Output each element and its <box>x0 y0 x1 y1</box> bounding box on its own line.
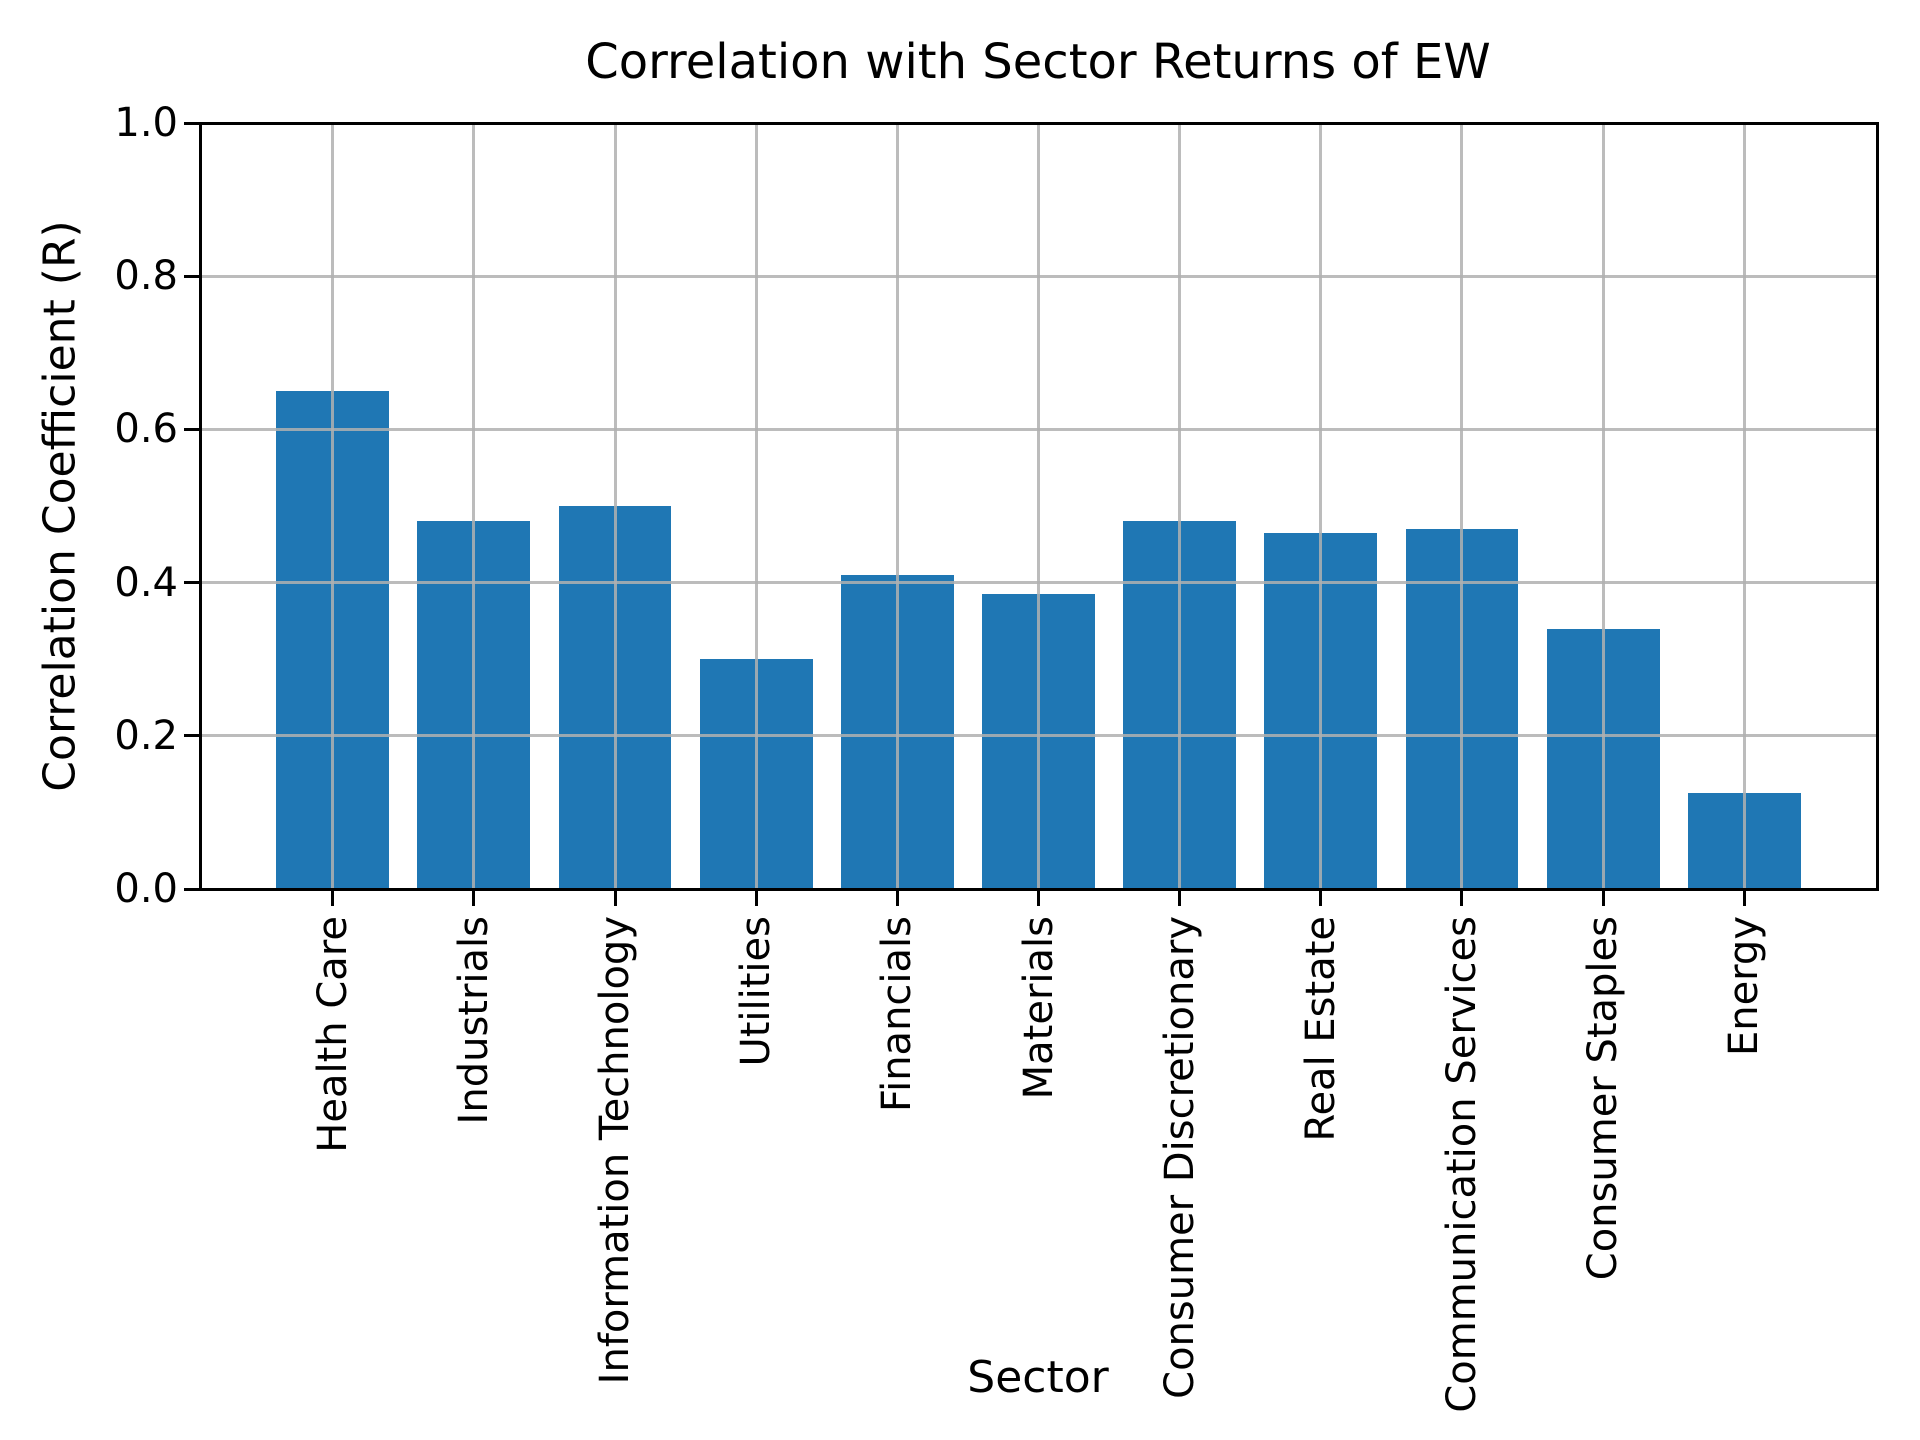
x-tickmark <box>1178 889 1182 906</box>
x-gridline <box>472 123 476 889</box>
x-gridline <box>1037 123 1040 889</box>
y-tickmark <box>184 734 200 738</box>
y-tickmark <box>184 427 200 431</box>
x-gridline <box>1742 123 1746 889</box>
x-tick-label-text: Energy <box>1721 916 1768 1057</box>
y-tick-label: 0.2 <box>114 712 178 759</box>
y-gridline <box>200 581 1877 585</box>
x-tickmark <box>613 889 617 906</box>
y-gridline <box>200 274 1877 278</box>
x-tickmark <box>1742 889 1746 906</box>
x-gridline <box>613 123 617 889</box>
y-tick-label: 0.6 <box>114 406 178 453</box>
y-tick-label: 0.8 <box>114 253 178 300</box>
y-tickmark <box>184 121 200 125</box>
right-spine <box>1875 121 1879 891</box>
x-tick-label-text: Information Technology <box>592 916 638 1385</box>
y-gridline <box>200 734 1877 738</box>
x-gridline <box>331 123 335 889</box>
x-tick-label-text: Utilities <box>733 916 780 1067</box>
y-tick-label: 1.0 <box>114 100 178 146</box>
x-tickmark <box>754 889 758 906</box>
y-tickmark <box>184 887 200 891</box>
x-tickmark <box>1319 889 1323 906</box>
x-gridline <box>1178 123 1182 889</box>
y-axis-label-text: Correlation Coefficient (R) <box>34 220 86 792</box>
x-gridline <box>895 123 899 889</box>
x-gridline <box>754 123 758 889</box>
top-spine <box>198 121 1879 125</box>
y-tickmark <box>184 581 200 585</box>
x-tick-label-text: Financials <box>874 916 921 1112</box>
x-tick-label-text: Real Estate <box>1297 916 1344 1142</box>
x-gridline <box>1460 123 1464 889</box>
y-tick-label: 0.4 <box>114 559 178 606</box>
x-tickmark <box>1460 889 1464 906</box>
y-tickmark <box>184 274 200 278</box>
x-tickmark <box>895 889 899 906</box>
x-tickmark <box>1037 889 1040 906</box>
x-gridline <box>1319 123 1323 889</box>
left-spine <box>198 121 202 891</box>
x-gridline <box>1601 123 1605 889</box>
x-tick-label-text: Communication Services <box>1438 916 1485 1413</box>
x-tick-label-text: Consumer Discretionary <box>1156 916 1203 1399</box>
x-tickmark <box>1601 889 1605 906</box>
x-tickmark <box>331 889 335 906</box>
x-tick-label-text: Consumer Staples <box>1580 916 1627 1281</box>
x-tickmark <box>472 889 476 906</box>
x-tick-label-text: Industrials <box>450 916 497 1125</box>
x-axis-label: Sector <box>967 1352 1109 1403</box>
x-tick-label-text: Health Care <box>309 916 356 1153</box>
x-tick-label-text: Materials <box>1015 916 1062 1100</box>
chart-title: Correlation with Sector Returns of EW <box>585 34 1491 90</box>
y-gridline <box>200 427 1877 431</box>
bottom-spine <box>198 887 1879 891</box>
y-tick-label: 0.0 <box>114 866 178 912</box>
